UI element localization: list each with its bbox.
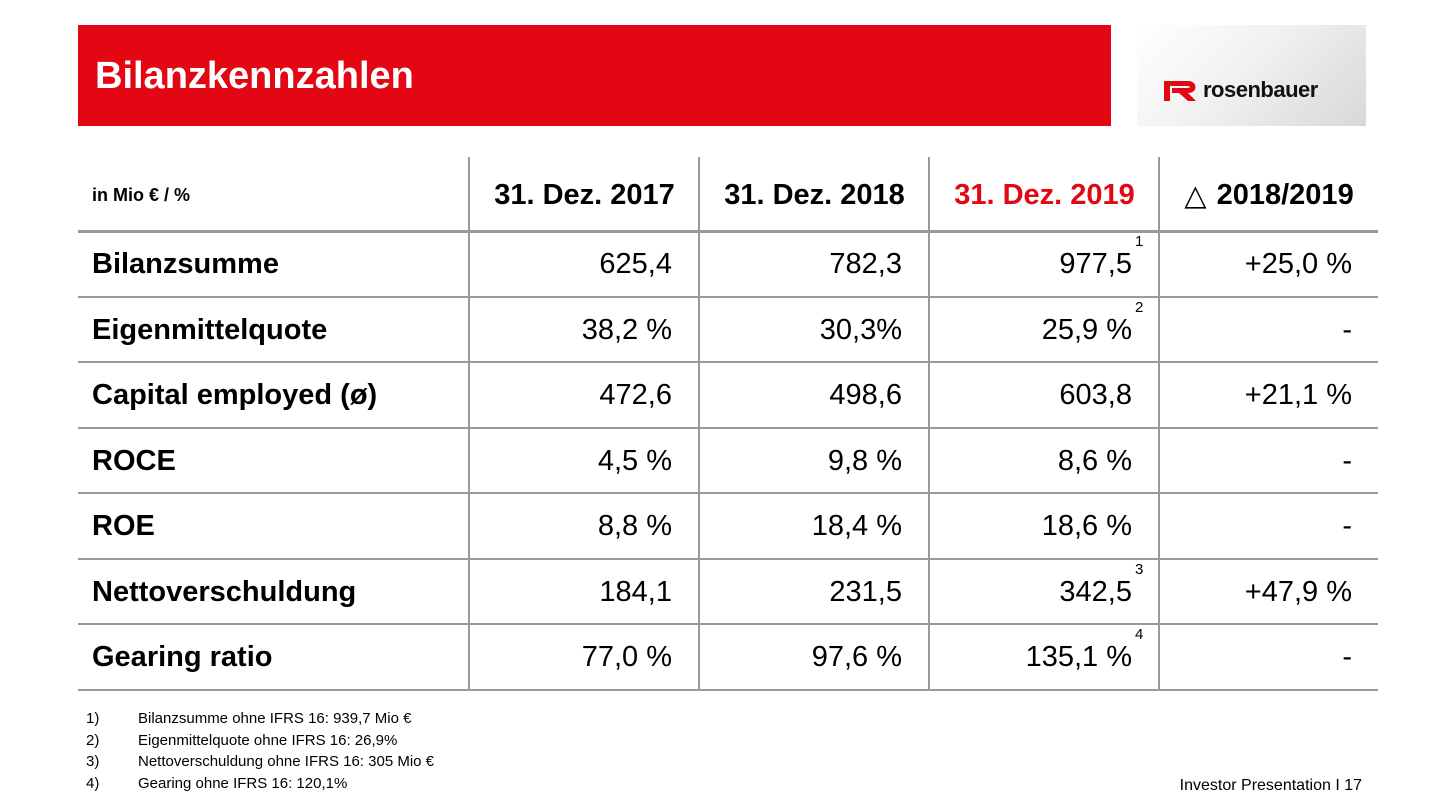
column-divider — [1158, 157, 1160, 691]
footnote-text: Gearing ohne IFRS 16: 120,1% — [138, 774, 348, 792]
cell-label: ROE — [92, 510, 155, 543]
cell-v2019: 8,6 % — [1057, 444, 1132, 477]
cell-label: Eigenmittelquote — [92, 313, 328, 346]
cell-delta: +21,1 % — [1244, 379, 1352, 412]
cell-v2019: 977,5 — [1059, 248, 1132, 281]
cell-v2018: 9,8 % — [827, 444, 902, 477]
col-header-delta-label: 2018/2019 — [1216, 178, 1354, 211]
cell-v2017: 77,0 % — [581, 641, 672, 674]
footnote-marker: 3 — [1135, 560, 1144, 578]
footnote-item: 1) Bilanzsumme ohne IFRS 16: 939,7 Mio € — [86, 710, 411, 728]
cell-v2018: 231,5 — [829, 575, 902, 608]
unit-label: in Mio € / % — [92, 184, 191, 205]
cell-v2019: 342,5 — [1059, 575, 1132, 608]
footnote-item: 4) Gearing ohne IFRS 16: 120,1% — [86, 775, 347, 793]
cell-v2018: 30,3% — [819, 313, 902, 346]
rosenbauer-r-logo-icon — [1164, 81, 1196, 101]
row-divider — [78, 492, 1378, 494]
cell-v2017: 38,2 % — [581, 313, 672, 346]
cell-v2017: 8,8 % — [597, 510, 672, 543]
col-header-2018: 31. Dez. 2018 — [724, 178, 905, 211]
col-header-delta: △ 2018/2019 — [1160, 162, 1378, 228]
cell-v2017: 4,5 % — [597, 444, 672, 477]
footnote-marker: 4 — [1135, 626, 1144, 643]
cell-v2017: 472,6 — [599, 379, 672, 412]
column-divider — [928, 157, 930, 691]
cell-delta: - — [1342, 641, 1352, 674]
cell-v2018: 782,3 — [829, 248, 902, 281]
column-divider — [468, 157, 470, 691]
company-logo: rosenbauer — [1137, 25, 1366, 126]
footnote-marker: 2 — [1135, 298, 1144, 316]
logo-wordmark: rosenbauer — [1203, 77, 1318, 102]
page-footer: Investor Presentation I 17 — [1179, 777, 1362, 794]
footnote-text: Nettoverschuldung ohne IFRS 16: 305 Mio … — [138, 753, 435, 770]
cell-label: Bilanzsumme — [92, 248, 279, 281]
cell-v2017: 184,1 — [599, 575, 672, 608]
cell-v2019: 25,9 % — [1041, 313, 1132, 346]
footnote-item: 2) Eigenmittelquote ohne IFRS 16: 26,9% — [86, 732, 397, 750]
slide-title: Bilanzkennzahlen — [95, 55, 414, 97]
row-divider — [78, 426, 1378, 429]
col-header-2019: 31. Dez. 2019 — [954, 178, 1135, 211]
footnote-item: 3) Nettoverschuldung ohne IFRS 16: 305 Mi… — [86, 753, 434, 771]
cell-delta: +25,0 % — [1244, 248, 1352, 281]
cell-label: ROCE — [92, 444, 176, 477]
cell-label: Capital employed (ø) — [92, 379, 378, 412]
cell-v2018: 18,4 % — [811, 510, 902, 543]
footnote-number: 1) — [86, 710, 100, 727]
row-divider — [78, 230, 1378, 233]
row-divider — [78, 361, 1378, 363]
footnote-number: 2) — [86, 731, 100, 749]
footnote-text: Eigenmittelquote ohne IFRS 16: 26,9% — [138, 731, 398, 749]
cell-v2019: 135,1 % — [1025, 641, 1132, 674]
row-divider — [78, 688, 1378, 691]
delta-icon: △ — [1184, 179, 1207, 212]
row-divider — [78, 295, 1378, 298]
cell-v2019: 18,6 % — [1041, 510, 1132, 543]
cell-v2018: 498,6 — [829, 379, 902, 412]
cell-v2018: 97,6 % — [811, 641, 902, 674]
cell-delta: - — [1342, 510, 1352, 543]
footnote-text: Bilanzsumme ohne IFRS 16: 939,7 Mio € — [138, 710, 412, 727]
footnote-number: 3) — [86, 753, 100, 770]
row-divider — [78, 557, 1378, 560]
cell-v2019: 603,8 — [1059, 379, 1132, 412]
title-bar: Bilanzkennzahlen — [78, 25, 1111, 126]
column-divider — [698, 157, 700, 691]
cell-delta: - — [1342, 313, 1352, 346]
col-header-2017: 31. Dez. 2017 — [494, 178, 675, 211]
cell-delta: +47,9 % — [1244, 575, 1352, 608]
cell-delta: - — [1342, 444, 1352, 477]
footnote-number: 4) — [86, 774, 100, 792]
cell-label: Nettoverschuldung — [92, 575, 357, 608]
cell-v2017: 625,4 — [599, 248, 672, 281]
footnote-marker: 1 — [1135, 233, 1144, 250]
row-divider — [78, 623, 1378, 625]
cell-label: Gearing ratio — [92, 641, 273, 674]
